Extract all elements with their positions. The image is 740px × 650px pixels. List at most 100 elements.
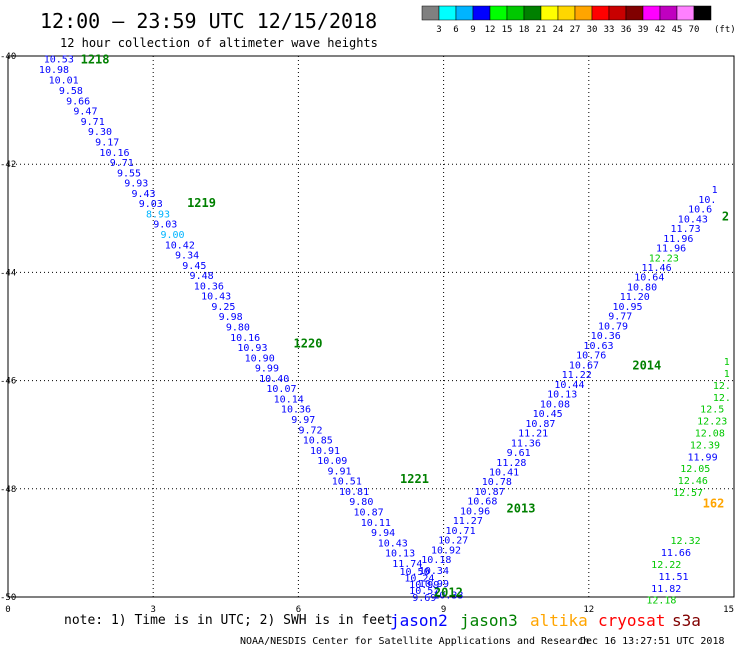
swh-value-label: 9.69	[412, 593, 436, 604]
colorbar-swatch	[591, 5, 610, 21]
swh-value-label: 10.18	[421, 555, 451, 566]
track-label: 2014	[632, 358, 661, 372]
swh-value-label: 11.82	[651, 584, 681, 595]
swh-value-label: 8.93	[146, 209, 170, 220]
swh-value-label: 12.23	[649, 253, 679, 264]
swh-value-label: 11.96	[656, 244, 686, 255]
swh-value-label: 10.34	[419, 566, 449, 577]
y-tick-label: -50	[0, 593, 16, 603]
swh-value-label: 10.43	[201, 292, 231, 303]
swh-value-label: 10.27	[438, 536, 468, 547]
swh-value-label: 11.46	[642, 263, 672, 274]
swh-value-label: 10.36	[281, 405, 311, 416]
swh-value-label: 9.61	[507, 448, 531, 459]
colorbar-level: 45	[672, 25, 683, 35]
legend-item-jason2: jason2	[390, 611, 448, 630]
swh-value-label: 10.24	[404, 574, 434, 585]
track-label: 2012	[434, 586, 463, 600]
plot-area: 0 3 6 9 12 15 -40-42-44-46-48-50 10.5310.9810…	[0, 52, 735, 615]
colorbar-unit: (ft)	[714, 25, 736, 35]
swh-value-label: 10.81	[339, 487, 369, 498]
colorbar-level: 18	[519, 25, 530, 35]
colorbar-swatch	[540, 5, 559, 21]
track-labels: 1218 1219 1220 1221 2012 2013 2014 2 162	[81, 53, 730, 600]
colorbar-level: 30	[587, 25, 598, 35]
swh-value-label: 10.36	[194, 281, 224, 292]
colorbar-level: 33	[604, 25, 615, 35]
legend-item-cryosat: cryosat	[598, 611, 665, 630]
swh-value-label: 12.22	[651, 560, 681, 571]
swh-value-label: 10.43	[378, 538, 408, 549]
colorbar-swatch	[557, 5, 576, 21]
swh-value-label: 10.63	[583, 341, 613, 352]
colorbar-level: 70	[689, 25, 700, 35]
swh-value-label: 10.36	[591, 331, 621, 342]
data-labels: 10.5310.9810.019.589.669.479.719.309.171…	[39, 55, 731, 607]
swh-value-label: 9.43	[131, 189, 155, 200]
y-tick-label: -40	[0, 52, 16, 62]
legend-item-s3a: s3a	[672, 611, 701, 630]
colorbar-swatch	[676, 5, 695, 21]
swh-value-label: 11.20	[620, 292, 650, 303]
chart-title: 12:00 — 23:59 UTC 12/15/2018	[40, 9, 377, 33]
colorbar-level: 12	[485, 25, 496, 35]
swh-value-label: 11.51	[658, 572, 688, 583]
swh-value-label: 10.71	[445, 526, 475, 537]
track-label: 1219	[187, 196, 216, 210]
swh-value-label: 9.94	[371, 528, 395, 539]
x-tick-label: 15	[723, 605, 734, 615]
swh-value-label: 10.45	[533, 409, 563, 420]
swh-value-label: 10.79	[598, 321, 628, 332]
x-tick-labels: 0 3 6 9 12 15	[5, 605, 734, 615]
swh-value-label: 10.57	[409, 586, 439, 597]
swh-value-label: 10.68	[467, 497, 497, 508]
colorbar-swatch	[608, 5, 627, 21]
swh-value-label: 12.39	[690, 440, 720, 451]
plot-border	[7, 55, 735, 598]
swh-value-label: 11.66	[661, 548, 691, 559]
swh-value-label: 10.85	[303, 436, 333, 447]
swh-value-label: 11.27	[453, 516, 483, 527]
swh-value-label: 9.80	[349, 497, 373, 508]
swh-value-label: 9.58	[59, 86, 83, 97]
swh-value-label: 9.72	[298, 425, 322, 436]
footer-timestamp: Dec 16 13:27:51 UTC 2018	[580, 636, 725, 647]
swh-value-label: 12.32	[671, 536, 701, 547]
footer-credit: NOAA/NESDIS Center for Satellite Applica…	[240, 636, 589, 647]
legend-item-jason3: jason3	[460, 611, 518, 630]
swh-value-label: 9.47	[73, 107, 97, 118]
colorbar-swatch	[421, 5, 440, 21]
swh-value-label: 10.67	[569, 360, 599, 371]
colorbar-swatch	[506, 5, 525, 21]
swh-value-label: 9.55	[117, 168, 141, 179]
swh-value-label: 11.21	[518, 429, 548, 440]
swh-value-label: 12.23	[697, 417, 727, 428]
legend: jason2 jason3 altika cryosat s3a	[390, 611, 701, 630]
track-label: 1221	[400, 472, 429, 486]
swh-value-label: 10.99	[419, 579, 449, 590]
legend-note: note: 1) Time is in UTC; 2) SWH is in fe…	[64, 613, 393, 628]
colorbar-level: 6	[453, 25, 458, 35]
track-label: 162	[703, 496, 725, 510]
swh-value-label: 10.07	[266, 384, 296, 395]
swh-value-label: 10.87	[525, 419, 555, 430]
colorbar-level: 24	[553, 25, 564, 35]
colorbar-swatch	[472, 5, 491, 21]
colorbar-swatch	[489, 5, 508, 21]
colorbar-level: 27	[570, 25, 581, 35]
x-tick-label: 9	[441, 605, 446, 615]
swh-value-label: 11.96	[663, 234, 693, 245]
x-tick-label: 6	[296, 605, 301, 615]
colorbar-level: 9	[470, 25, 475, 35]
swh-value-label: 10.93	[237, 343, 267, 354]
swh-value-label: 9.03	[153, 220, 177, 231]
swh-value-label: 9.30	[88, 127, 112, 138]
swh-value-label: 10.64	[634, 273, 664, 284]
swh-value-label: 9.91	[327, 466, 351, 477]
swh-value-label: 11.36	[511, 438, 541, 449]
chart-subtitle: 12 hour collection of altimeter wave hei…	[60, 36, 378, 50]
colorbar-swatch	[659, 5, 678, 21]
swh-value-label: 9.66	[66, 96, 90, 107]
swh-value-label: 9.25	[211, 302, 235, 313]
